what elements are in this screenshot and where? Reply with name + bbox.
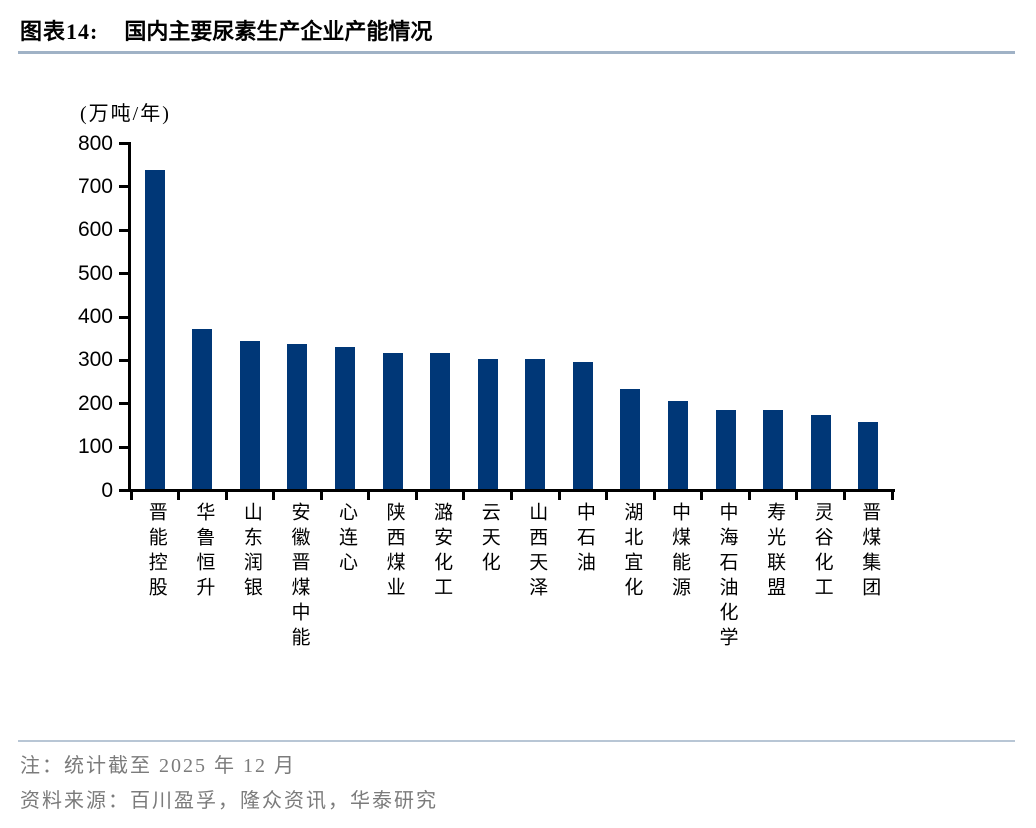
y-axis-tick-label: 800 (77, 131, 113, 155)
x-axis-tick (605, 492, 609, 500)
bar (335, 347, 356, 489)
x-axis-tick (747, 492, 751, 500)
figure-title: 国内主要尿素生产企业产能情况 (124, 19, 433, 44)
x-axis-tick (557, 492, 561, 500)
bar (810, 415, 831, 489)
footer-divider (18, 740, 1015, 742)
x-axis-tick (890, 492, 894, 500)
x-axis-category-label: 中煤能源 (668, 502, 690, 602)
x-axis-tick (367, 492, 371, 500)
x-axis-category-label: 中石油 (573, 502, 595, 577)
x-axis-category-label: 潞安化工 (431, 502, 453, 602)
y-axis-tick (119, 272, 128, 276)
x-axis-tick (462, 492, 466, 500)
bar (192, 329, 213, 489)
x-axis-tick (177, 492, 181, 500)
x-axis-tick (795, 492, 799, 500)
y-axis-tick-label: 0 (101, 478, 113, 502)
page-title: 图表14: 国内主要尿素生产企业产能情况 (20, 14, 1016, 46)
bar (858, 421, 879, 489)
y-axis-tick (119, 358, 128, 362)
x-axis-line (128, 489, 895, 492)
bar (477, 358, 498, 489)
x-axis-tick (414, 492, 418, 500)
bar (382, 352, 403, 489)
x-axis-category-label: 灵谷化工 (811, 502, 833, 602)
bar (525, 358, 546, 489)
y-axis-tick (119, 228, 128, 232)
bar (763, 410, 784, 489)
y-axis-tick (119, 185, 128, 189)
title-divider (18, 51, 1015, 54)
x-axis-category-label: 晋煤集团 (859, 502, 881, 602)
x-axis-category-label: 山东润银 (240, 502, 262, 602)
footer-note: 注：统计截至 2025 年 12 月 (20, 755, 296, 777)
x-axis-category-label: 云天化 (478, 502, 500, 577)
x-axis-category-label: 山西天泽 (526, 502, 548, 602)
x-axis-tick (700, 492, 704, 500)
y-axis-tick (119, 142, 128, 145)
bar (287, 344, 308, 489)
y-axis-tick-label: 700 (77, 174, 113, 198)
y-axis-tick-label: 500 (77, 261, 113, 285)
x-axis-tick (129, 492, 133, 500)
x-axis-tick (842, 492, 846, 500)
y-axis-tick (119, 445, 128, 449)
bar (572, 362, 593, 489)
y-axis-tick-label: 400 (77, 305, 113, 328)
bar (430, 352, 451, 489)
bar (144, 170, 165, 489)
bar (239, 341, 260, 489)
x-axis-category-label: 中海石油化学 (716, 502, 738, 652)
x-axis-tick (319, 492, 323, 500)
x-axis-tick (272, 492, 276, 500)
y-axis-unit-label: (万吨/年) (80, 103, 171, 125)
x-axis-category-label: 晋能控股 (145, 502, 167, 602)
x-axis-category-label: 陕西煤业 (383, 502, 405, 602)
bar (715, 410, 736, 489)
x-axis-category-label: 华鲁恒升 (193, 502, 215, 602)
y-axis-tick-label: 300 (77, 348, 113, 372)
x-axis-tick (224, 492, 228, 500)
figure-number: 图表14: (20, 19, 99, 44)
x-axis-category-label: 湖北宜化 (621, 502, 643, 602)
y-axis-tick-label: 200 (77, 391, 113, 415)
bar (620, 388, 641, 489)
x-axis-category-label: 寿光联盟 (764, 502, 786, 602)
y-axis-tick-label: 600 (77, 218, 113, 242)
x-axis-tick (652, 492, 656, 500)
x-axis-category-label: 安徽晋煤中能 (288, 502, 310, 652)
bar (667, 400, 688, 489)
y-axis-tick (119, 315, 128, 319)
y-axis-line (128, 142, 131, 492)
y-axis-tick (119, 489, 128, 492)
footer-source: 资料来源：百川盈孚，隆众资讯，华泰研究 (20, 790, 438, 812)
x-axis-category-label: 心连心 (336, 502, 358, 577)
y-axis-tick (119, 402, 128, 406)
x-axis-tick (510, 492, 513, 500)
y-axis-tick-label: 100 (77, 435, 113, 459)
